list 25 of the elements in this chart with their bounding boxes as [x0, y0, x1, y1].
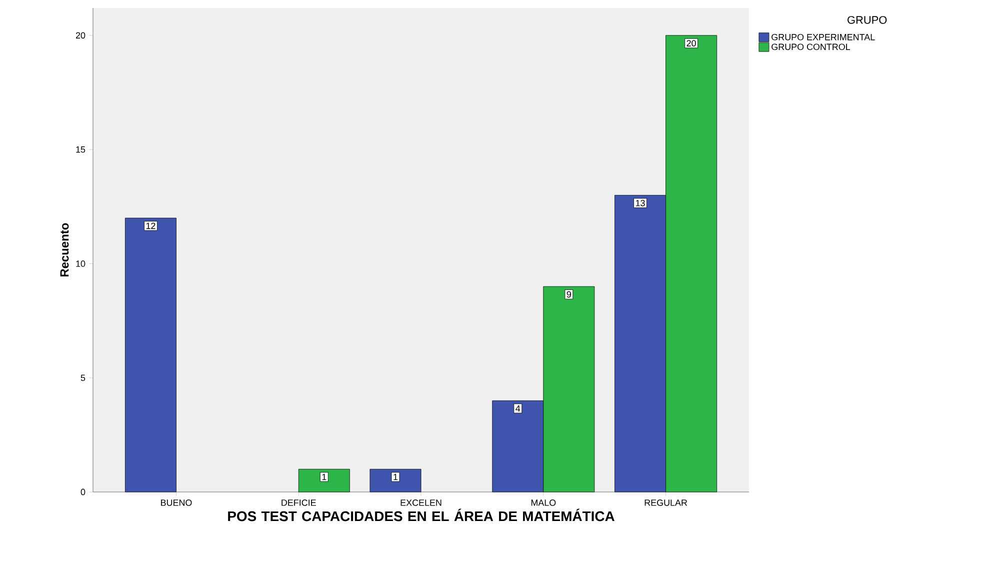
- y-tick-label: 0: [80, 488, 86, 496]
- legend-label: GRUPO CONTROL: [772, 44, 850, 50]
- x-tick-label: MALO: [531, 500, 556, 506]
- y-tick-label: 10: [76, 260, 86, 267]
- data-label: 9: [566, 291, 571, 298]
- x-tick-label: BUENO: [161, 500, 192, 506]
- data-label: 20: [686, 40, 696, 46]
- data-label: 4: [516, 405, 520, 412]
- y-tick-label: 5: [80, 374, 86, 381]
- data-label: 1: [394, 474, 398, 480]
- x-axis-title: POS TEST CAPACIDADES EN EL ÁREA DE MATEMÁTICA: [228, 508, 614, 522]
- bar: [124, 218, 176, 492]
- y-tick-label: 15: [76, 146, 86, 153]
- data-label: 1: [322, 474, 326, 480]
- legend-label: GRUPO EXPERIMENTAL: [772, 34, 875, 40]
- legend-title: GRUPO: [848, 16, 887, 24]
- x-tick-label: DEFICIE: [282, 500, 316, 506]
- bar: [370, 468, 422, 492]
- x-tick-label: REGULAR: [644, 500, 688, 506]
- data-label: 12: [146, 222, 156, 229]
- y-tick-label: 20: [76, 32, 86, 39]
- x-tick-label: EXCELEN: [400, 500, 442, 506]
- bar: [298, 468, 350, 492]
- data-label: 13: [636, 200, 645, 206]
- y-axis-title: Recuento: [60, 223, 69, 276]
